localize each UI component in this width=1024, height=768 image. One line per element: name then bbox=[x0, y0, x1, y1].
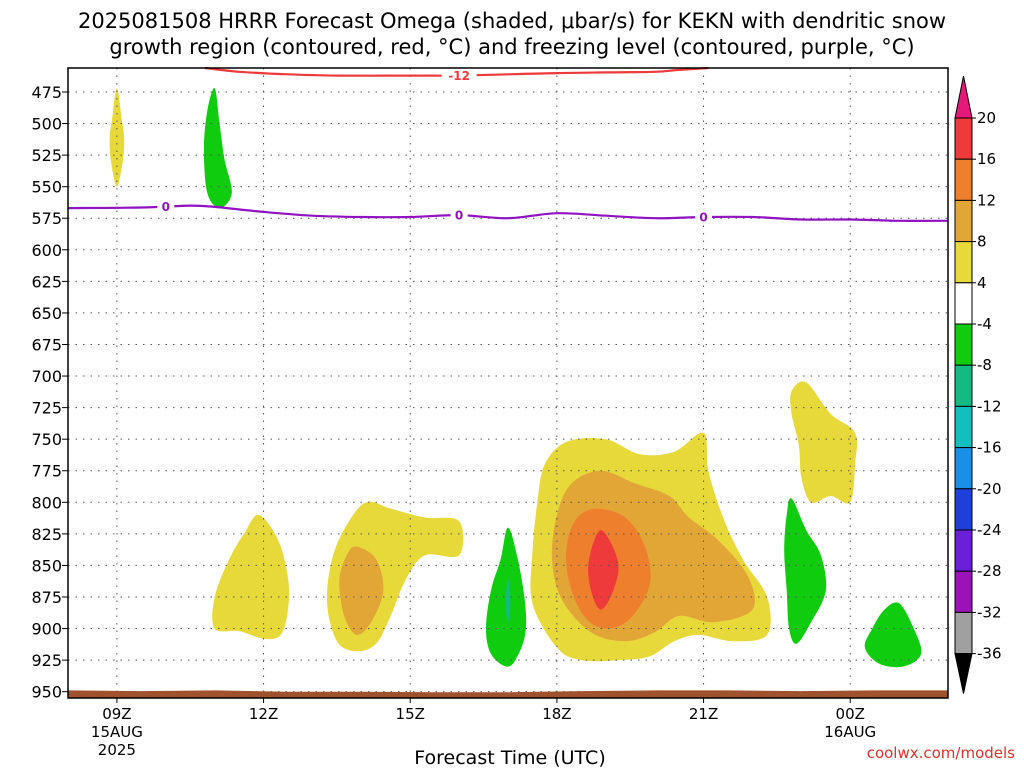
freezing-level-contour-label-bg bbox=[450, 208, 468, 223]
colorbar-tick-label: -12 bbox=[977, 397, 1002, 415]
freezing-level-contour-line bbox=[67, 204, 949, 222]
x-axis-label: Forecast Time (UTC) bbox=[414, 747, 605, 768]
x-tick-label: 00Z bbox=[836, 705, 865, 723]
colorbar-top-arrow bbox=[954, 75, 973, 119]
colorbar-tick-label: -20 bbox=[977, 480, 1002, 498]
y-tick-label: 850 bbox=[31, 556, 62, 575]
omega-region-0 bbox=[109, 88, 125, 187]
y-tick-label: 800 bbox=[31, 493, 62, 512]
y-axis: 475 500 525 550 575 600 625 650 675 700 725 750 775 8… bbox=[31, 83, 68, 702]
y-tick-label: 725 bbox=[31, 399, 62, 418]
omega-region-11 bbox=[790, 381, 858, 504]
dendritic-isotherm-contour-label: -12 bbox=[448, 69, 470, 83]
colorbar: 20 16 12 8 4 -4 -8 -12 -16 -20 -24 -28 -32 -36 bbox=[954, 75, 1002, 694]
x-tick-date-label: 16AUG bbox=[824, 723, 876, 741]
y-tick-label: 550 bbox=[31, 178, 62, 197]
y-tick-label: 775 bbox=[31, 462, 62, 481]
omega-region-1 bbox=[203, 87, 232, 209]
contour-lines: 0 0 0 -12 bbox=[67, 66, 949, 224]
colorbar-swatch bbox=[954, 405, 973, 449]
colorbar-bottom-arrow bbox=[954, 653, 973, 694]
x-tick-label: 15Z bbox=[396, 705, 425, 723]
colorbar-swatch bbox=[954, 570, 973, 613]
chart-title-line2: growth region (contoured, red, °C) and f… bbox=[109, 35, 914, 59]
colorbar-swatch bbox=[954, 117, 973, 160]
y-tick-label: 675 bbox=[31, 335, 62, 354]
x-tick-label: 09Z bbox=[102, 705, 131, 723]
colorbar-tick-label: 8 bbox=[977, 233, 987, 251]
colorbar-swatch bbox=[954, 488, 973, 531]
colorbar-tick-label: 20 bbox=[977, 109, 996, 127]
grid-lines bbox=[68, 68, 948, 698]
y-tick-label: 900 bbox=[31, 620, 62, 639]
freezing-level-contour-label: 0 bbox=[162, 200, 170, 214]
y-tick-label: 750 bbox=[31, 430, 62, 449]
colorbar-tick-label: -4 bbox=[977, 315, 992, 333]
chart-title-line1: 2025081508 HRRR Forecast Omega (shaded, … bbox=[78, 9, 946, 33]
colorbar-swatch bbox=[954, 447, 973, 490]
y-tick-label: 525 bbox=[31, 146, 62, 165]
omega-region-12 bbox=[784, 498, 827, 644]
y-tick-label: 600 bbox=[31, 241, 62, 260]
colorbar-tick-label: -28 bbox=[977, 562, 1002, 580]
dendritic-isotherm-contour-line bbox=[204, 66, 709, 77]
x-tick-label: 12Z bbox=[249, 705, 278, 723]
colorbar-tick-label: 16 bbox=[977, 150, 996, 168]
y-tick-label: 625 bbox=[31, 272, 62, 291]
omega-region-4 bbox=[339, 546, 384, 636]
omega-region-2 bbox=[212, 514, 290, 640]
ground-fill bbox=[68, 690, 948, 698]
omega-region-6 bbox=[505, 578, 511, 623]
freezing-level-contour-label-bg bbox=[695, 209, 713, 224]
y-tick-label: 875 bbox=[31, 588, 62, 607]
colorbar-tick-label: 4 bbox=[977, 274, 987, 292]
freezing-level-contour-label-bg bbox=[157, 199, 175, 214]
omega-region-13 bbox=[864, 602, 922, 668]
y-tick-label: 650 bbox=[31, 304, 62, 323]
credit-text: coolwx.com/models bbox=[867, 744, 1015, 762]
dendritic-isotherm-contour-label-bg bbox=[441, 68, 477, 83]
y-tick-label: 825 bbox=[31, 525, 62, 544]
y-tick-label: 950 bbox=[31, 683, 62, 702]
x-tick-year-label: 2025 bbox=[98, 741, 136, 759]
colorbar-swatch bbox=[954, 158, 973, 201]
y-tick-label: 925 bbox=[31, 651, 62, 670]
ground-layer bbox=[68, 690, 948, 698]
colorbar-tick-label: 12 bbox=[977, 191, 996, 209]
freezing-level-contour-label: 0 bbox=[699, 210, 707, 224]
plot-frame bbox=[67, 67, 949, 699]
colorbar-tick-label: -16 bbox=[977, 439, 1002, 457]
x-tick-label: 21Z bbox=[689, 705, 718, 723]
colorbar-swatch bbox=[954, 364, 973, 407]
colorbar-swatch bbox=[954, 323, 973, 366]
x-tick-date-label: 15AUG bbox=[91, 723, 143, 741]
colorbar-swatch bbox=[954, 529, 973, 572]
y-tick-label: 475 bbox=[31, 83, 62, 102]
plot-area: 0 0 0 -12 bbox=[67, 66, 949, 699]
y-tick-label: 575 bbox=[31, 209, 62, 228]
colorbar-swatch bbox=[954, 282, 973, 325]
omega-shaded-regions bbox=[109, 87, 922, 668]
colorbar-tick-label: -36 bbox=[977, 645, 1002, 663]
y-tick-label: 500 bbox=[31, 115, 62, 134]
colorbar-tick-label: -32 bbox=[977, 603, 1002, 621]
freezing-level-contour-label: 0 bbox=[455, 209, 463, 223]
colorbar-tick-label: -8 bbox=[977, 356, 992, 374]
omega-region-10 bbox=[588, 530, 619, 610]
colorbar-swatch bbox=[954, 611, 973, 655]
y-tick-label: 700 bbox=[31, 367, 62, 386]
colorbar-tick-label: -24 bbox=[977, 521, 1002, 539]
colorbar-swatch bbox=[954, 241, 973, 284]
x-tick-label: 18Z bbox=[542, 705, 571, 723]
colorbar-swatch bbox=[954, 199, 973, 243]
